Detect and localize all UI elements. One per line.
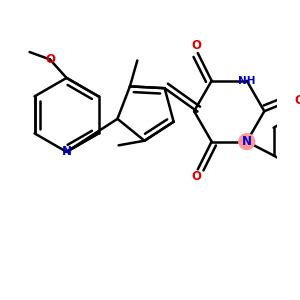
Text: N: N	[61, 145, 71, 158]
Text: O: O	[45, 53, 55, 66]
Text: O: O	[191, 39, 201, 52]
Text: O: O	[191, 170, 201, 183]
Text: N: N	[242, 135, 252, 148]
Text: NH: NH	[238, 76, 256, 86]
Text: O: O	[295, 94, 300, 106]
